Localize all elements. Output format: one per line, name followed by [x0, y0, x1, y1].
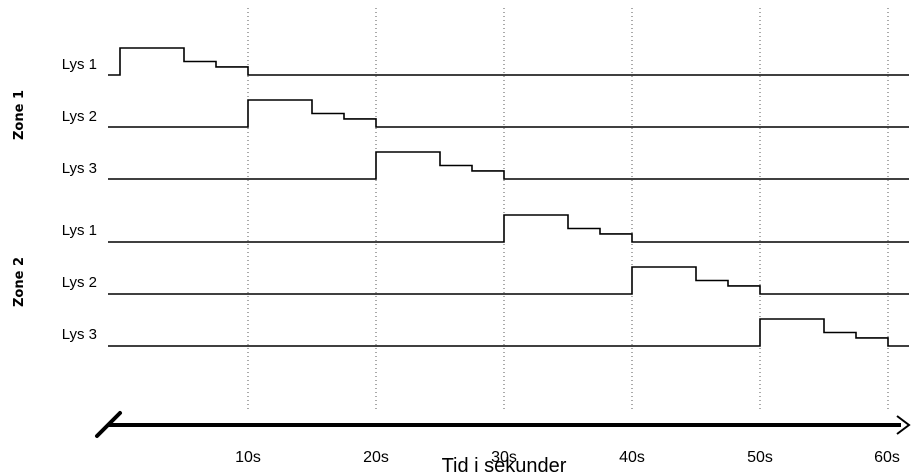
zone-2-light-3-label: Lys 3 [62, 326, 97, 343]
zone-1-light-2-label: Lys 2 [62, 108, 97, 125]
tick-label-60s: 60s [874, 449, 900, 466]
zone-1-light-1-signal [108, 47, 909, 76]
zone-1-light-2-signal [108, 99, 909, 128]
zone-2: Zone 2 Lys 1 Lys 2 Lys 3 [12, 214, 909, 347]
axis-arrowhead [896, 415, 911, 435]
zone-2-light-2-label: Lys 2 [62, 274, 97, 291]
tick-label-20s: 20s [363, 449, 389, 466]
axis-title: Tid i sekunder [442, 455, 567, 473]
zone-2-light-1-signal [108, 214, 909, 243]
tick-label-10s: 10s [235, 449, 261, 466]
zone-1-light-1-label: Lys 1 [62, 56, 97, 73]
zone-2-label: Zone 2 [12, 257, 27, 307]
tick-label-30s: 30s [491, 449, 517, 466]
grid-lines [247, 8, 889, 410]
zone-2-light-1-label: Lys 1 [62, 222, 97, 239]
zone-2-light-2-signal [108, 266, 909, 295]
zone-1-light-3-label: Lys 3 [62, 160, 97, 177]
tick-label-50s: 50s [747, 449, 773, 466]
zone-1: Zone 1 Lys 1 Lys 2 Lys 3 [12, 47, 909, 180]
zone-1-light-3-signal [108, 151, 909, 180]
time-axis: 10s 20s 30s 40s 50s 60s Tid i sekunder [95, 411, 911, 473]
tick-label-40s: 40s [619, 449, 645, 466]
zone-1-label: Zone 1 [12, 90, 27, 140]
zone-2-light-3-signal [108, 318, 909, 347]
